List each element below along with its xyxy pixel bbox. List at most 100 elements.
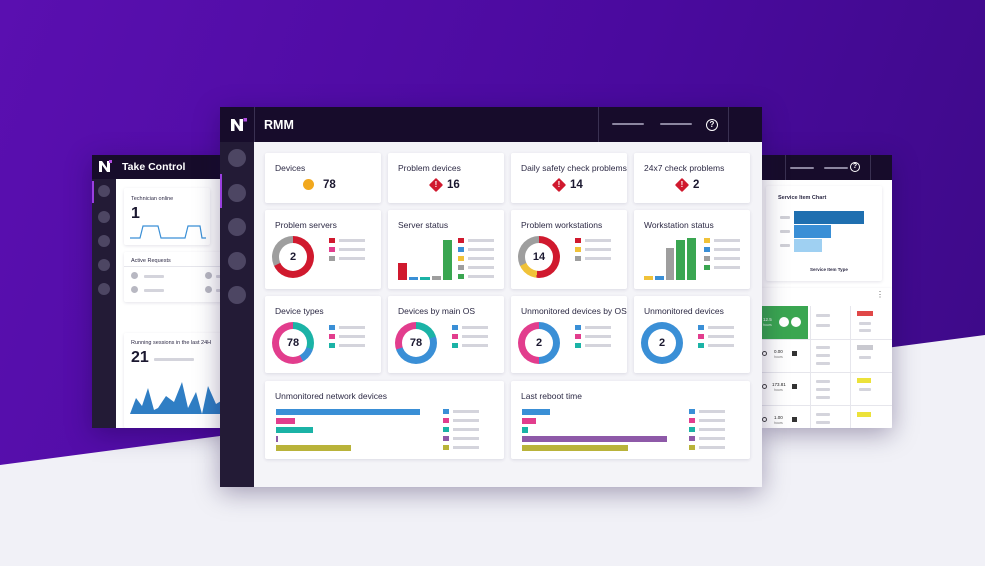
technician-sparkline [130,225,206,239]
device-types-donut: 78 [272,322,314,364]
nav-item[interactable] [98,185,110,197]
chart-bar [522,445,628,451]
sessions-area-chart [130,382,226,414]
running-sessions-value: 21 [131,349,149,366]
pause-icon[interactable] [779,317,789,327]
request-avatar [205,286,212,293]
stop-icon[interactable] [791,317,801,327]
timer-icon [762,417,767,422]
timer-icon [762,384,767,389]
unmonitored-by-os-card[interactable]: Unmonitored devices by OS 2 [511,296,627,373]
chart-bar [794,211,864,224]
nav-item[interactable] [228,149,246,167]
chart-bar [794,239,822,252]
help-icon[interactable]: ? [850,162,860,172]
timer-icon [762,351,767,356]
chart-bar [522,418,536,424]
technician-online-value: 1 [131,205,140,222]
devices-by-os-card[interactable]: Devices by main OS 78 [388,296,504,373]
unmonitored-network-card[interactable]: Unmonitored network devices [265,381,504,459]
status-badge [857,378,871,383]
warning-icon: ! [428,177,444,193]
chart-bar [276,418,295,424]
chart-bar [276,427,313,433]
24x7-check-card[interactable]: 24x7 check problems ! 2 [634,153,750,203]
n-able-logo [99,160,112,172]
server-status-card[interactable]: Server status [388,210,504,289]
problem-devices-card[interactable]: Problem devices ! 16 [388,153,504,203]
n-able-logo [231,118,247,131]
nav-item[interactable] [98,283,110,295]
chart-bar [794,225,831,238]
problem-servers-donut: 2 [272,236,314,278]
status-badge [857,311,873,316]
chart-bar [442,240,452,280]
problem-workstations-donut: 14 [518,236,560,278]
header-placeholder [660,123,692,125]
nav-item[interactable] [228,218,246,236]
nav-item[interactable] [98,211,110,223]
rmm-window: RMM ? Devices 78 Problem devices ! 16 Da… [220,107,762,487]
devices-card[interactable]: Devices 78 [265,153,381,203]
chart-bar [409,277,419,280]
chart-bar [687,238,696,280]
stop-icon[interactable] [792,351,797,356]
service-item-chart-title: Service Item Chart [778,195,827,201]
service-item-chart-xlabel: Service Item Type [810,267,848,272]
nav-item[interactable] [228,252,246,270]
last-reboot-bars [522,409,672,453]
service-item-chart-card: Service Item Chart Service Item Type [766,186,882,281]
nav-item[interactable] [228,286,246,304]
stop-icon[interactable] [792,417,797,422]
take-control-title: Take Control [122,161,186,173]
app-title: RMM [264,118,294,132]
chart-bar [522,409,550,415]
device-types-card[interactable]: Device types 78 [265,296,381,373]
unmonitored-network-bars [276,409,426,453]
warning-icon: ! [551,177,567,193]
table-menu-icon[interactable]: ⋮ [876,290,884,299]
header-placeholder [612,123,644,125]
running-sessions-label: Running sessions in the last 24H [131,340,212,346]
chart-bar [665,248,675,280]
technician-online-label: Technician online [131,196,174,202]
workstation-status-card[interactable]: Workstation status [634,210,750,289]
unmonitored-devices-donut: 2 [641,322,683,364]
stop-icon[interactable] [792,384,797,389]
last-reboot-card[interactable]: Last reboot time [511,381,750,459]
service-items-titlebar: ? [760,155,892,180]
request-avatar [205,272,212,279]
problem-devices-count: 16 [447,179,460,191]
daily-safety-card[interactable]: Daily safety check problems ! 14 [511,153,627,203]
problem-workstations-card[interactable]: Problem workstations 14 [511,210,627,289]
chart-bar [276,436,278,442]
help-icon[interactable]: ? [706,119,718,131]
chart-bar [654,276,664,280]
warning-icon: ! [674,177,690,193]
running-sessions-card: Running sessions in the last 24H 21 [124,333,232,428]
status-badge [857,345,873,350]
active-requests-label: Active Requests [131,258,171,264]
take-control-window: Take Control Technician online 1 Active … [92,155,232,428]
workstation-status-bars [644,236,698,280]
chart-bar [276,445,351,451]
technician-online-card: Technician online 1 [124,188,210,245]
service-item-bars [794,211,874,259]
unmonitored-devices-card[interactable]: Unmonitored devices 2 [634,296,750,373]
rmm-titlebar: RMM ? [220,107,762,142]
24x7-check-count: 2 [693,179,700,191]
chart-bar [431,276,441,280]
problem-servers-card[interactable]: Problem servers 2 [265,210,381,289]
active-requests-card: Active Requests [124,252,232,302]
unmonitored-by-os-donut: 2 [518,322,560,364]
chart-bar [522,427,528,433]
chart-bar [676,240,686,280]
server-status-bars [398,238,454,280]
table-row-active[interactable]: 12.5 hours [760,306,808,339]
chart-bar [420,277,430,280]
nav-item[interactable] [98,235,110,247]
devices-count: 78 [323,179,336,191]
service-items-table: ⋮ 12.5 hours 0.00 hours 173.81 hours 1.0… [760,288,892,428]
nav-item[interactable] [228,184,246,202]
nav-item[interactable] [98,259,110,271]
